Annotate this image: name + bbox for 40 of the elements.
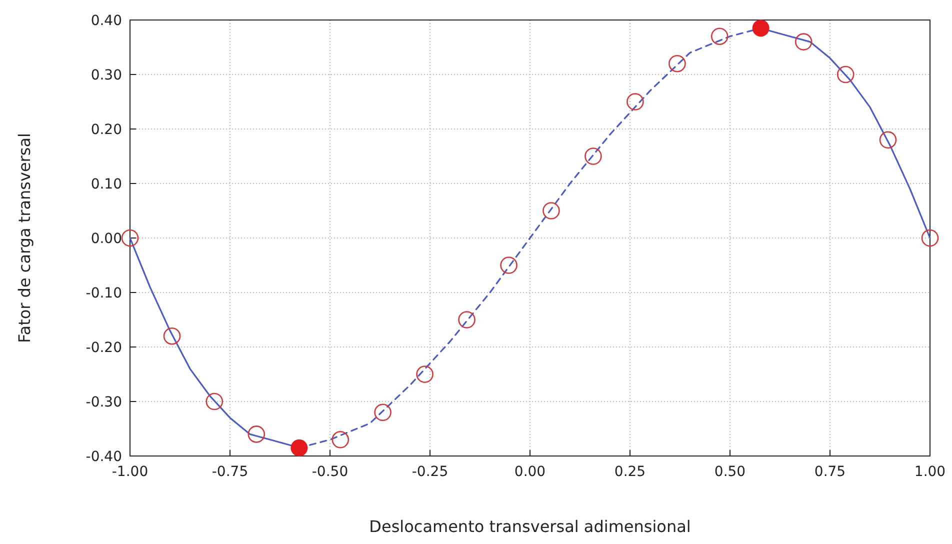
y-tick-label: 0.10 <box>90 176 122 192</box>
y-tick-label: -0.30 <box>86 394 122 410</box>
point <box>248 426 266 443</box>
point <box>879 131 897 149</box>
y-tick-label: -0.10 <box>86 286 122 302</box>
point <box>332 431 350 448</box>
point <box>794 33 812 50</box>
point <box>710 28 728 45</box>
x-tick-label: 1.00 <box>914 464 946 480</box>
point <box>290 439 308 456</box>
point <box>626 93 644 110</box>
point <box>163 327 181 345</box>
x-tick-label: 0.25 <box>614 464 646 480</box>
x-tick-label: -0.50 <box>312 464 348 480</box>
point <box>752 20 770 37</box>
x-tick-label: -0.75 <box>212 464 248 480</box>
y-tick-label: 0.40 <box>90 13 122 29</box>
point <box>206 392 224 410</box>
x-tick-label: 0.75 <box>814 464 846 480</box>
point <box>542 202 560 220</box>
point <box>500 256 518 274</box>
x-tick-label: -1.00 <box>112 464 148 480</box>
point <box>416 366 434 383</box>
y-tick-label: 0.30 <box>90 68 122 84</box>
x-tick-label: 0.50 <box>714 464 746 480</box>
x-tick-label: -0.25 <box>412 464 448 480</box>
y-tick-label: 0.00 <box>90 231 122 247</box>
point <box>836 66 854 84</box>
y-tick-label: -0.20 <box>86 340 122 356</box>
y-axis-title: Fator de carga transversal <box>15 133 34 343</box>
point <box>121 229 139 247</box>
point <box>458 311 476 328</box>
x-axis-title: Deslocamento transversal adimensional <box>369 517 691 536</box>
point <box>374 404 392 422</box>
x-tick-label: 0.00 <box>514 464 546 480</box>
point <box>584 148 602 165</box>
y-tick-label: 0.20 <box>90 122 122 138</box>
point <box>668 54 686 72</box>
point <box>921 229 939 247</box>
y-tick-label: -0.40 <box>86 449 122 465</box>
